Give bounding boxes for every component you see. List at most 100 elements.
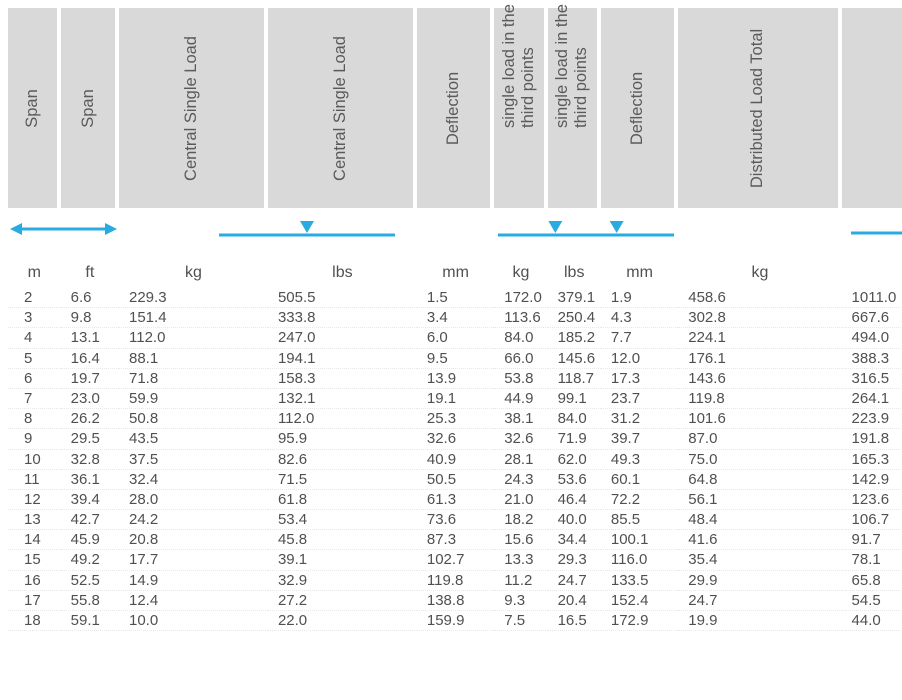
- cell: 82.6: [268, 450, 417, 470]
- cell: 18.2: [494, 510, 547, 530]
- cell: 24.3: [494, 470, 547, 490]
- cell: 62.0: [548, 450, 601, 470]
- col-header: Central Single Load: [119, 8, 268, 208]
- cell: 11.2: [494, 571, 547, 591]
- table-row: 723.059.9132.119.144.999.123.7119.8264.1…: [8, 389, 902, 409]
- cell: 31.2: [601, 409, 678, 429]
- header-row: SpanSpanCentral Single LoadCentral Singl…: [8, 8, 902, 208]
- cell: 159.9: [417, 611, 494, 631]
- cell: 165.3: [842, 450, 902, 470]
- cell: 41.6: [678, 530, 841, 550]
- cell: 87.0: [678, 429, 841, 449]
- unit-label: lbs: [268, 250, 417, 288]
- cell: 59.9: [119, 389, 268, 409]
- cell: 17: [8, 591, 61, 611]
- cell: 44.0: [842, 611, 902, 631]
- cell: 23.7: [601, 389, 678, 409]
- cell: 13.9: [417, 369, 494, 389]
- cell: 6.0: [417, 328, 494, 348]
- distributed-load-icon: [678, 208, 902, 250]
- cell: 42.7: [61, 510, 119, 530]
- cell: 53.6: [548, 470, 601, 490]
- cell: 4: [8, 328, 61, 348]
- cell: 39.4: [61, 490, 119, 510]
- cell: 12.4: [119, 591, 268, 611]
- cell: 106.7: [842, 510, 902, 530]
- cell: 19.9: [678, 611, 841, 631]
- cell: 52.5: [61, 571, 119, 591]
- cell: 9: [8, 429, 61, 449]
- cell: 2: [8, 288, 61, 308]
- cell: 458.6: [678, 288, 841, 308]
- cell: 35.4: [678, 550, 841, 570]
- cell: 13.1: [61, 328, 119, 348]
- cell: 29.5: [61, 429, 119, 449]
- cell: 247.0: [268, 328, 417, 348]
- cell: 138.8: [417, 591, 494, 611]
- cell: 229.3: [119, 288, 268, 308]
- cell: 34.4: [548, 530, 601, 550]
- cell: 49.3: [601, 450, 678, 470]
- unit-label: kg: [678, 250, 841, 288]
- cell: 119.8: [417, 571, 494, 591]
- cell: 91.7: [842, 530, 902, 550]
- cell: 9.8: [61, 308, 119, 328]
- table-row: 1549.217.739.1102.713.329.3116.035.478.1…: [8, 550, 902, 570]
- unit-label: mm: [417, 250, 494, 288]
- cell: 7.7: [601, 328, 678, 348]
- cell: 194.1: [268, 349, 417, 369]
- cell: 112.0: [119, 328, 268, 348]
- cell: 32.8: [61, 450, 119, 470]
- cell: 85.5: [601, 510, 678, 530]
- cell: 37.5: [119, 450, 268, 470]
- cell: 16.5: [548, 611, 601, 631]
- cell: 9.3: [494, 591, 547, 611]
- cell: 10.0: [119, 611, 268, 631]
- cell: 119.8: [678, 389, 841, 409]
- table-row: 1755.812.427.2138.89.320.4152.424.754.51…: [8, 591, 902, 611]
- cell: 28.1: [494, 450, 547, 470]
- cell: 26.2: [61, 409, 119, 429]
- unit-label: kg: [494, 250, 547, 288]
- cell: 185.2: [548, 328, 601, 348]
- cell: 15.6: [494, 530, 547, 550]
- cell: 60.1: [601, 470, 678, 490]
- cell: 224.1: [678, 328, 841, 348]
- cell: 28.0: [119, 490, 268, 510]
- cell: 12: [8, 490, 61, 510]
- single-load-icon: [119, 208, 494, 250]
- cell: 151.4: [119, 308, 268, 328]
- col-header-label: Central Single Load: [182, 36, 201, 181]
- cell: 142.9: [842, 470, 902, 490]
- cell: 333.8: [268, 308, 417, 328]
- cell: 45.9: [61, 530, 119, 550]
- cell: 7: [8, 389, 61, 409]
- col-header: Central Single Load: [268, 8, 417, 208]
- cell: 75.0: [678, 450, 841, 470]
- cell: 56.1: [678, 490, 841, 510]
- cell: 66.0: [494, 349, 547, 369]
- cell: 27.2: [268, 591, 417, 611]
- cell: 1.5: [417, 288, 494, 308]
- cell: 3.4: [417, 308, 494, 328]
- cell: 50.8: [119, 409, 268, 429]
- col-header-label: Span: [78, 89, 97, 128]
- cell: 65.8: [842, 571, 902, 591]
- cell: 22.0: [268, 611, 417, 631]
- cell: 191.8: [842, 429, 902, 449]
- table-row: 1859.110.022.0159.97.516.5172.919.944.01…: [8, 611, 902, 631]
- cell: 40.9: [417, 450, 494, 470]
- cell: 44.9: [494, 389, 547, 409]
- cell: 19.1: [417, 389, 494, 409]
- cell: 14.9: [119, 571, 268, 591]
- col-header-label: single load in thethird points: [553, 88, 591, 128]
- cell: 71.9: [548, 429, 601, 449]
- col-header-label: single load in thethird points: [500, 88, 538, 128]
- table-row: 1445.920.845.887.315.634.4100.141.691.73…: [8, 530, 902, 550]
- unit-row: mftkglbsmmkglbsmmkglbskg/mlbs/ftmm: [8, 250, 902, 288]
- cell: 133.5: [601, 571, 678, 591]
- cell: 223.9: [842, 409, 902, 429]
- cell: 132.1: [268, 389, 417, 409]
- table-row: 619.771.8158.313.953.8118.717.3143.6316.…: [8, 369, 902, 389]
- cell: 32.9: [268, 571, 417, 591]
